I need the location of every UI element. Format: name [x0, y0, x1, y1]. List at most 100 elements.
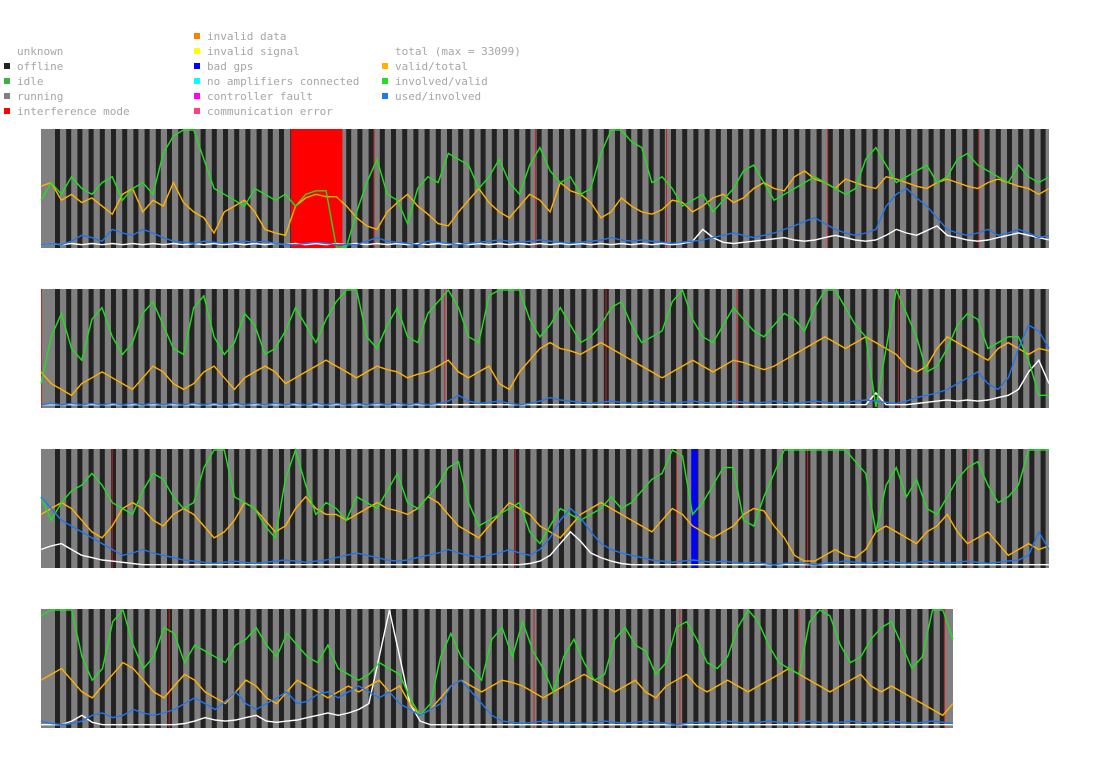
status-offline-bar — [1040, 449, 1046, 568]
status-offline-bar — [704, 289, 710, 408]
status-interference-tick — [679, 609, 681, 728]
status-offline-bar — [626, 449, 632, 568]
legend-item-valid-total: valid/total — [382, 59, 521, 74]
status-offline-bar — [827, 609, 833, 728]
status-offline-bar — [357, 289, 363, 408]
status-offline-bar — [335, 289, 340, 408]
status-offline-bar — [570, 289, 576, 408]
status-offline-bar — [547, 449, 553, 568]
series-line-valid_total — [40, 335, 1050, 397]
series-line-total — [41, 609, 953, 726]
status-offline-bar — [458, 129, 464, 248]
status-offline-bar — [55, 289, 60, 408]
status-offline-bar — [939, 129, 945, 248]
status-offline-bar — [178, 449, 184, 568]
legend-label: bad gps — [207, 60, 254, 73]
status-offline-bar — [88, 129, 94, 248]
status-offline-bar — [547, 129, 553, 248]
status-offline-bar — [547, 609, 553, 728]
legend-swatch — [4, 93, 10, 99]
status-offline-bar — [279, 609, 284, 728]
status-offline-bar — [155, 289, 161, 408]
status-offline-bar — [133, 289, 139, 408]
status-offline-bar — [659, 289, 665, 408]
status-offline-bar — [525, 449, 531, 568]
status-offline-bar — [189, 609, 195, 728]
status-offline-bar — [704, 129, 710, 248]
status-offline-bar — [223, 609, 228, 728]
status-offline-bar — [816, 129, 822, 248]
status-offline-bar — [816, 609, 822, 728]
status-running-band — [41, 289, 1049, 408]
status-offline-bar — [77, 449, 83, 568]
status-offline-bar — [626, 289, 632, 408]
legend-label: used/involved — [395, 90, 482, 103]
status-offline-bar — [256, 289, 262, 408]
status-offline-bar — [883, 129, 889, 248]
status-offline-bar — [827, 129, 833, 248]
status-offline-bar — [155, 129, 161, 248]
status-offline-bar — [760, 289, 766, 408]
status-offline-bar — [637, 449, 643, 568]
status-interference-tick — [943, 609, 945, 728]
legend-label: invalid data — [207, 30, 287, 43]
legend-swatch — [4, 78, 10, 84]
status-offline-bar — [928, 289, 934, 408]
status-interference-tick — [514, 449, 516, 568]
legend-swatch — [194, 93, 200, 99]
status-offline-bar — [682, 449, 688, 568]
status-offline-bar — [503, 449, 508, 568]
status-offline-bar — [402, 449, 408, 568]
status-offline-bar — [872, 609, 878, 728]
status-offline-bar — [559, 129, 564, 248]
status-offline-bar — [200, 609, 206, 728]
status-offline-bar — [917, 449, 923, 568]
status-offline-bar — [861, 449, 867, 568]
status-offline-bar — [917, 129, 923, 248]
status-offline-bar — [906, 609, 912, 728]
status-offline-bar — [447, 449, 452, 568]
status-interference-tick — [968, 449, 970, 568]
status-offline-bar — [491, 129, 497, 248]
status-interference-tick — [373, 129, 375, 248]
legend-metrics: total (max = 33099) valid/total involved… — [382, 44, 521, 104]
status-offline-bar — [727, 449, 732, 568]
status-offline-bar — [783, 449, 788, 568]
status-offline-bar — [637, 289, 643, 408]
legend-swatch — [382, 63, 388, 69]
status-offline-bar — [413, 129, 419, 248]
status-interference-tick — [605, 289, 607, 408]
status-offline-bar — [267, 449, 273, 568]
status-offline-bar — [1007, 289, 1012, 408]
legend-item-controller-fault: controller fault — [194, 89, 359, 104]
status-offline-bar — [211, 609, 217, 728]
status-offline-bar — [626, 129, 632, 248]
status-offline-bar — [805, 289, 811, 408]
legend-label: involved/valid — [395, 75, 488, 88]
status-offline-bar — [290, 609, 296, 728]
status-offline-bar — [491, 289, 497, 408]
legend-label: communication error — [207, 105, 333, 118]
status-offline-bar — [357, 609, 363, 728]
status-event-band — [291, 129, 343, 248]
status-offline-bar — [234, 129, 240, 248]
status-offline-bar — [749, 289, 755, 408]
status-offline-bar — [447, 289, 452, 408]
series-line-used_involved — [40, 187, 1050, 246]
status-offline-bar — [659, 129, 665, 248]
status-offline-bar — [671, 289, 676, 408]
status-offline-bar — [872, 449, 878, 568]
legend-errors: invalid data invalid signal bad gps no a… — [194, 29, 359, 119]
status-offline-bar — [189, 289, 195, 408]
status-offline-bar — [1029, 289, 1035, 408]
status-offline-bar — [861, 129, 867, 248]
status-offline-bar — [211, 289, 217, 408]
status-offline-bar — [581, 449, 587, 568]
status-offline-bar — [693, 289, 699, 408]
status-offline-bar — [715, 449, 721, 568]
series-line-valid_total — [40, 661, 954, 717]
status-offline-bar — [559, 609, 564, 728]
status-offline-bar — [66, 289, 72, 408]
status-offline-bar — [424, 129, 430, 248]
status-offline-bar — [323, 289, 329, 408]
